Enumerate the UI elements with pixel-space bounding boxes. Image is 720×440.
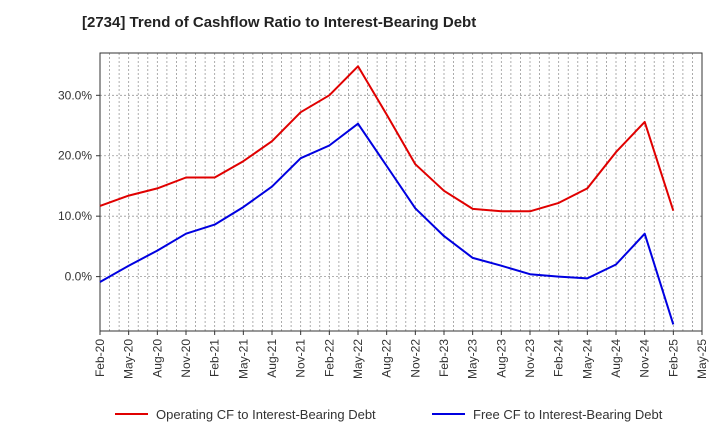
legend: Operating CF to Interest-Bearing Debt Fre… <box>115 407 663 422</box>
x-tick-label: Nov-20 <box>179 339 193 378</box>
x-tick-label: May-20 <box>122 339 136 379</box>
x-tick-label: Aug-23 <box>494 339 508 378</box>
x-tick-label: Aug-20 <box>150 339 164 378</box>
x-tick-label: May-25 <box>695 339 709 379</box>
y-tick-label: 10.0% <box>58 209 92 223</box>
y-tick-label: 30.0% <box>58 88 92 102</box>
x-tick-label: Aug-21 <box>265 339 279 378</box>
x-tick-label: Nov-23 <box>523 339 537 378</box>
x-tick-label: Feb-25 <box>666 339 680 377</box>
y-axis-ticks: 0.0% 10.0% 20.0% 30.0% <box>58 88 100 284</box>
x-tick-label: May-23 <box>466 339 480 379</box>
x-tick-label: Nov-21 <box>294 339 308 378</box>
legend-label: Free CF to Interest-Bearing Debt <box>473 407 663 422</box>
x-tick-label: May-21 <box>236 339 250 379</box>
x-axis-ticks: Feb-20 May-20 Aug-20 Nov-20 Feb-21 May-21 Aug-… <box>93 331 709 379</box>
plot-area <box>99 52 703 332</box>
x-tick-label: Aug-22 <box>380 339 394 378</box>
x-tick-label: Feb-24 <box>552 339 566 377</box>
grid-lines <box>100 53 702 331</box>
series-line-operating-cf <box>99 65 675 213</box>
y-tick-label: 20.0% <box>58 149 92 163</box>
x-tick-label: Feb-21 <box>208 339 222 377</box>
x-tick-label: Aug-24 <box>609 339 623 378</box>
x-tick-label: Nov-24 <box>638 339 652 378</box>
x-tick-label: May-22 <box>351 339 365 379</box>
x-tick-label: Feb-22 <box>322 339 336 377</box>
x-tick-label: May-24 <box>580 339 594 379</box>
x-tick-label: Feb-20 <box>93 339 107 377</box>
series-lines <box>99 65 675 325</box>
y-tick-label: 0.0% <box>65 270 93 284</box>
x-tick-label: Feb-23 <box>437 339 451 377</box>
chart-title: [2734] Trend of Cashflow Ratio to Intere… <box>82 14 477 31</box>
x-tick-label: Nov-22 <box>408 339 422 378</box>
series-line-free-cf <box>99 122 675 325</box>
legend-label: Operating CF to Interest-Bearing Debt <box>156 407 376 422</box>
